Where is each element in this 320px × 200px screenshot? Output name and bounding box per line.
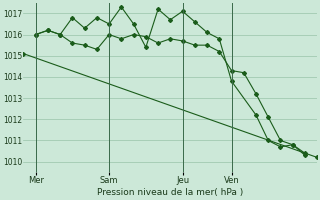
X-axis label: Pression niveau de la mer( hPa ): Pression niveau de la mer( hPa ) <box>97 188 244 197</box>
